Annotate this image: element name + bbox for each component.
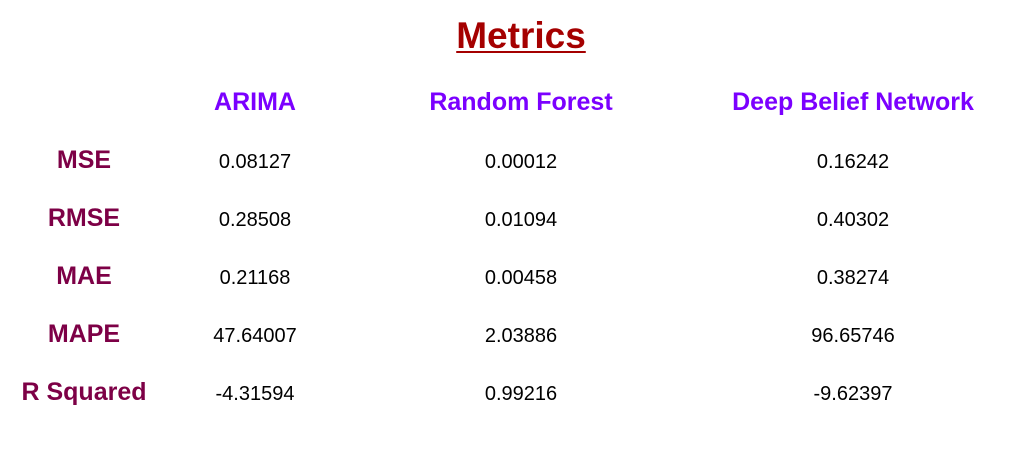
row-label-mape: MAPE [47, 320, 121, 348]
cell-r-squared-deep-belief-network: -9.62397 [813, 383, 893, 405]
row-label-rmse: RMSE [47, 204, 121, 232]
cell-mae-arima: 0.21168 [219, 267, 291, 289]
cell-mse-random-forest: 0.00012 [484, 151, 558, 173]
cell-mae-random-forest: 0.00458 [484, 267, 558, 289]
column-header-arima: ARIMA [214, 88, 296, 116]
cell-r-squared-random-forest: 0.99216 [484, 383, 558, 405]
column-header-random-forest: Random Forest [429, 88, 613, 116]
page-title: Metrics [456, 15, 586, 56]
cell-mae-deep-belief-network: 0.38274 [816, 267, 890, 289]
cell-mape-arima: 47.64007 [213, 325, 297, 347]
cell-rmse-random-forest: 0.01094 [484, 209, 558, 231]
cell-mse-arima: 0.08127 [218, 151, 292, 173]
cell-mape-deep-belief-network: 96.65746 [811, 325, 895, 347]
cell-rmse-arima: 0.28508 [218, 209, 292, 231]
cell-mape-random-forest: 2.03886 [484, 325, 558, 347]
row-label-mae: MAE [56, 262, 112, 290]
row-label-mse: MSE [56, 146, 112, 174]
cell-r-squared-arima: -4.31594 [215, 383, 295, 405]
column-header-deep-belief-network: Deep Belief Network [732, 88, 974, 116]
row-label-r-squared: R Squared [21, 378, 147, 406]
cell-rmse-deep-belief-network: 0.40302 [816, 209, 890, 231]
cell-mse-deep-belief-network: 0.16242 [816, 151, 890, 173]
